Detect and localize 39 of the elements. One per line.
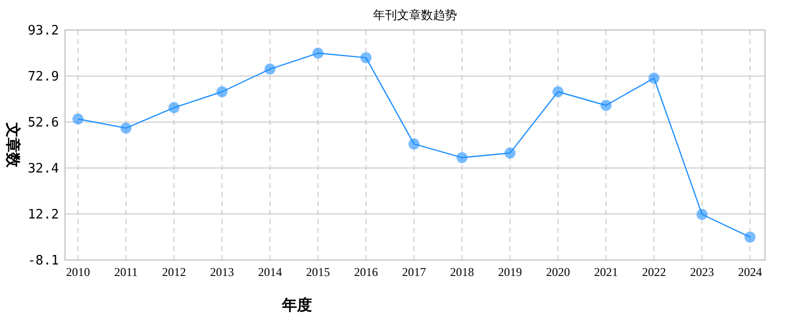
x-tick-label: 2023: [690, 265, 714, 279]
chart-title: 年刊文章数趋势: [373, 8, 457, 22]
x-tick-label: 2012: [162, 265, 186, 279]
x-tick-label: 2014: [258, 265, 282, 279]
point: [72, 114, 84, 125]
point: [168, 102, 180, 114]
x-tick-label: 2019: [498, 265, 522, 279]
x-tick-label: 2015: [306, 265, 330, 279]
point: [360, 52, 372, 64]
point: [312, 48, 324, 59]
x-tick-label: 2018: [450, 265, 474, 279]
x-tick-label: 2013: [210, 265, 234, 279]
y-axis-title: 文章数: [4, 122, 22, 168]
x-tick-label: 2024: [738, 265, 762, 279]
y-tick-label: 32.4: [28, 162, 60, 177]
point: [216, 86, 228, 98]
x-tick-label: 2016: [354, 265, 378, 279]
y-tick-label: -8.1: [28, 254, 59, 269]
x-axis-title: 年度: [281, 296, 312, 314]
x-tick-label: 2010: [66, 265, 90, 279]
point: [120, 122, 132, 134]
point: [264, 64, 276, 75]
x-tick-label: 2011: [114, 265, 138, 279]
x-tick-label: 2022: [642, 265, 666, 279]
y-tick-label: 72.9: [28, 70, 59, 85]
point: [600, 100, 612, 111]
point: [744, 232, 756, 243]
point: [696, 208, 708, 220]
y-tick-label: 12.2: [28, 207, 59, 222]
point: [504, 148, 516, 159]
x-tick-label: 2017: [402, 265, 426, 279]
x-tick-label: 2020: [546, 265, 570, 279]
y-tick-label: 52.6: [28, 116, 59, 131]
x-tick-label: 2021: [594, 265, 618, 279]
point: [408, 138, 420, 150]
point: [456, 152, 468, 164]
point: [552, 86, 564, 98]
y-tick-label: 93.2: [28, 24, 59, 39]
point: [648, 72, 660, 84]
